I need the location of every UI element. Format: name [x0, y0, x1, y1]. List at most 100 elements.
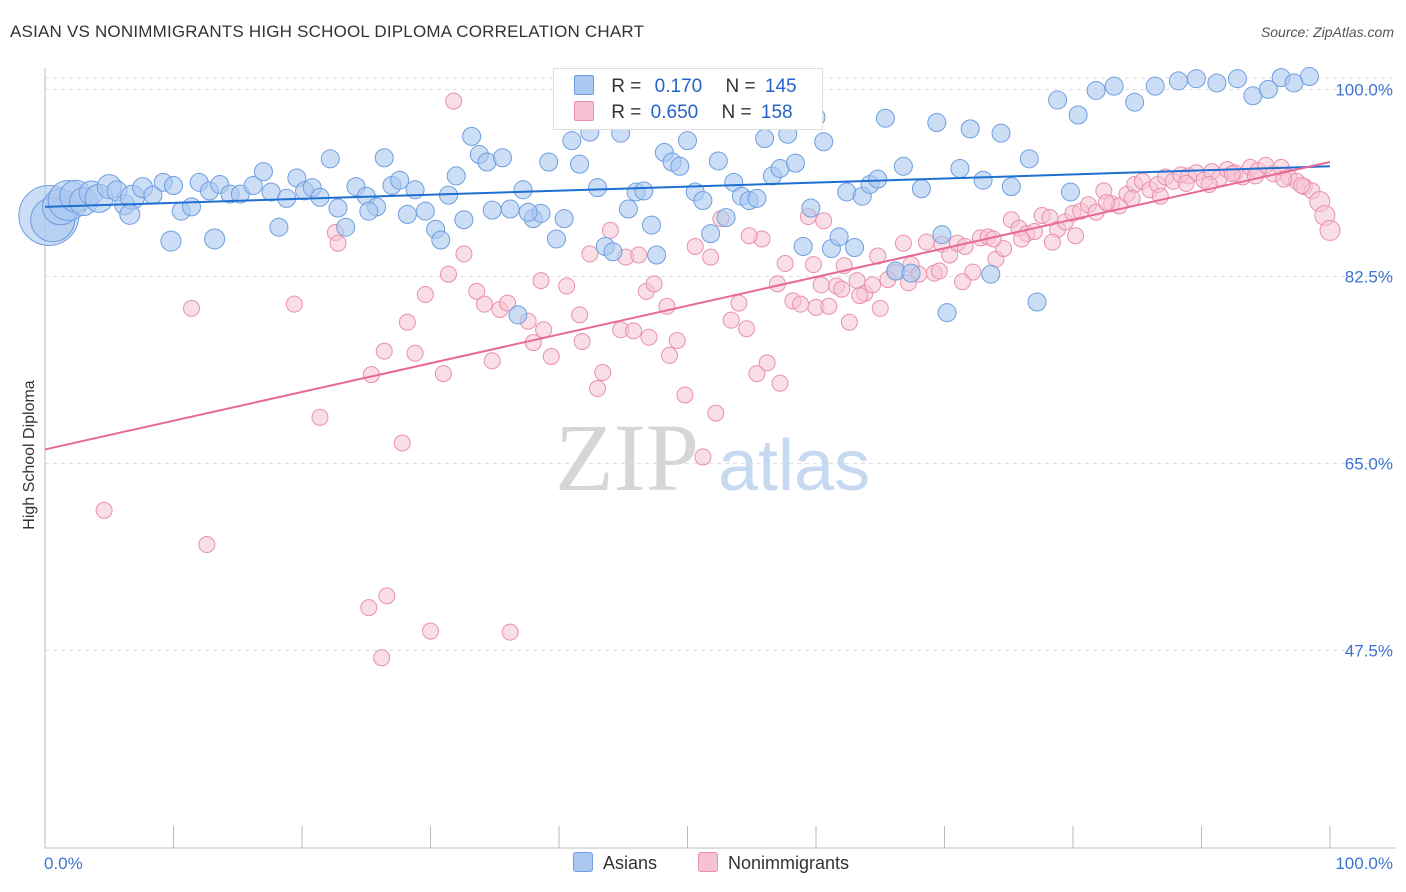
asians-point [603, 242, 623, 262]
asians-point [911, 179, 931, 199]
nonimmigrants-point [738, 320, 756, 338]
nonimmigrants-point [833, 280, 851, 298]
asians-point [588, 178, 608, 198]
nonimmigrants-point [416, 286, 434, 304]
y-tick-label: 100.0% [1335, 80, 1393, 99]
nonimmigrants-trend-line [44, 161, 1331, 451]
nonimmigrants-point [1043, 233, 1061, 251]
asians-point [932, 225, 952, 245]
asians-point [647, 245, 667, 265]
asians-point [546, 229, 566, 249]
nonimmigrants-point [1293, 177, 1311, 195]
nonimmigrants-point [918, 233, 936, 251]
nonimmigrants-point [630, 246, 648, 264]
nonimmigrants-point [1319, 219, 1341, 241]
nonimmigrants-point [198, 536, 216, 554]
asians-trend-line [44, 165, 1331, 208]
nonimmigrants-point [558, 277, 576, 295]
nonimmigrants-point [501, 623, 519, 641]
nonimmigrants-point [406, 344, 424, 362]
asians-point [1060, 182, 1080, 202]
nonimmigrants-point [702, 248, 720, 266]
nonimmigrants-point [524, 334, 542, 352]
n-value-nonimmigrants: 158 [760, 102, 793, 123]
asians-point [1207, 73, 1227, 93]
asians-point [374, 148, 394, 168]
asians-point [1068, 105, 1088, 125]
asians-point [160, 230, 182, 252]
nonimmigrants-point [601, 221, 619, 239]
asians-point [181, 197, 201, 217]
nonimmigrants-point [1223, 165, 1241, 183]
n-label: N = [721, 102, 752, 123]
asians-point [554, 209, 574, 229]
asians-point [1027, 292, 1047, 312]
asians-point [716, 208, 736, 228]
nonimmigrants-point [953, 273, 971, 291]
legend-row-nonimmigrants: R = 0.650 N = 158 [574, 101, 793, 127]
nonimmigrants-point [812, 276, 830, 294]
asians-point [893, 156, 913, 176]
nonimmigrants-point [748, 365, 766, 383]
nonimmigrants-point [686, 237, 704, 255]
legend-item-nonimmigrants[interactable]: Nonimmigrants [698, 852, 849, 874]
asians-point [562, 131, 582, 151]
r-value-nonimmigrants: 0.650 [650, 102, 699, 123]
asians-point [1145, 76, 1165, 96]
legend-item-asians[interactable]: Asians [573, 852, 657, 874]
y-tick-labels: 47.5% 65.0% 82.5% 100.0% [1335, 80, 1393, 660]
nonimmigrants-point [792, 295, 810, 313]
asians-point [1086, 80, 1106, 100]
nonimmigrants-point [378, 587, 396, 605]
nonimmigrants-point [594, 364, 612, 382]
nonimmigrants-point [740, 227, 758, 245]
nonimmigrants-point [532, 272, 550, 290]
y-tick-label: 47.5% [1345, 641, 1393, 660]
asians-point [937, 303, 957, 323]
asians-point [539, 152, 559, 172]
asians-point [415, 201, 435, 221]
asians-point [431, 230, 451, 250]
asians-point [845, 238, 865, 258]
asians-legend-label: Asians [603, 853, 658, 873]
nonimmigrants-point [1275, 170, 1293, 188]
watermark-atlas: atlas [718, 426, 870, 506]
asians-point [670, 156, 690, 176]
asians-point [119, 203, 141, 225]
n-label: N = [725, 76, 756, 97]
nonimmigrants-point [676, 386, 694, 404]
nonimmigrants-point [468, 282, 486, 300]
nonimmigrants-point [542, 347, 560, 365]
nonimmigrants-point [182, 299, 200, 317]
asians-point [634, 181, 654, 201]
nonimmigrants-point [851, 287, 869, 305]
legend-row-asians: R = 0.170 N = 145 [574, 75, 797, 101]
nonimmigrants-point [1067, 227, 1085, 245]
asians-point [500, 199, 520, 219]
asians-point [642, 215, 662, 235]
asians-point [801, 198, 821, 218]
nonimmigrants-point [840, 313, 858, 331]
asians-point [927, 112, 947, 132]
nonimmigrants-points [95, 92, 1341, 667]
nonimmigrants-point [930, 262, 948, 280]
r-label: R = [611, 76, 642, 97]
asians-point [164, 176, 183, 196]
nonimmigrants-point [776, 255, 794, 273]
asians-point [960, 119, 980, 139]
nonimmigrants-point [722, 311, 740, 329]
nonimmigrants-point [439, 265, 457, 283]
nonimmigrants-point [373, 649, 391, 667]
asians-point [397, 204, 417, 224]
asians-point [570, 154, 590, 174]
asians-point [618, 199, 638, 219]
asians-point [981, 264, 1001, 284]
nonimmigrants-point [625, 322, 643, 340]
nonimmigrants-point [894, 234, 912, 252]
asians-point [454, 210, 474, 230]
asians-point [701, 224, 721, 244]
nonimmigrants-point [1246, 167, 1264, 185]
asians-point [336, 217, 356, 237]
asians-point [1001, 177, 1021, 197]
